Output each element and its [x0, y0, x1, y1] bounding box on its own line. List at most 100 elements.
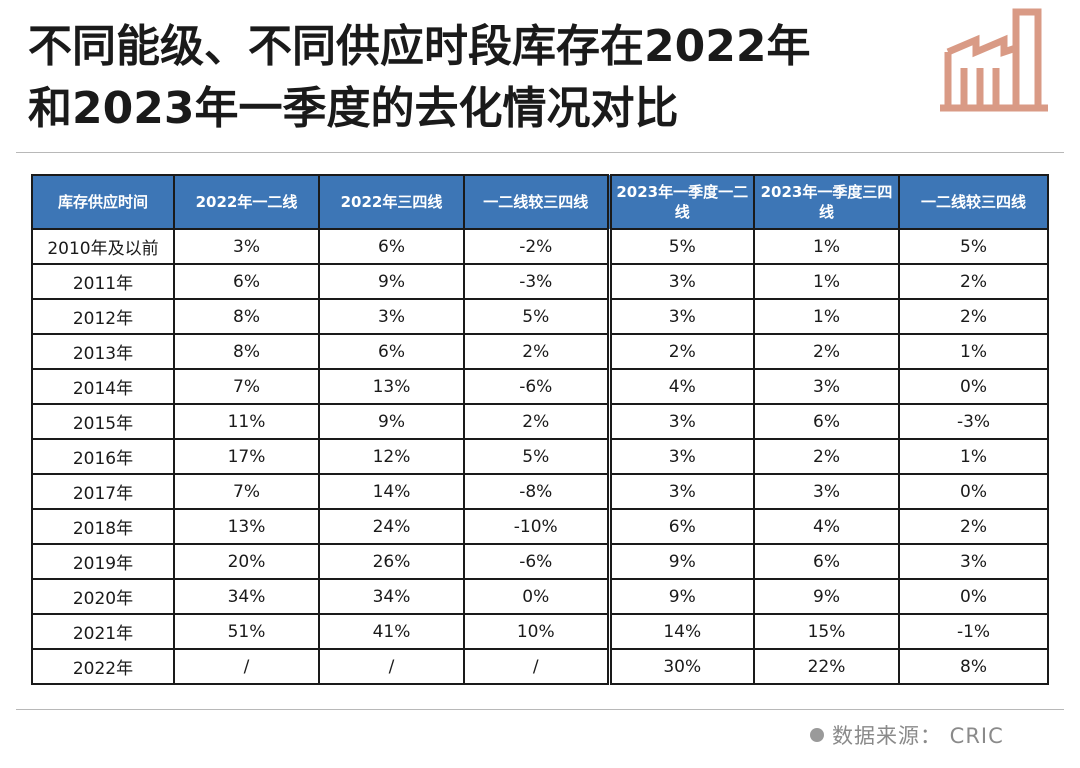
table-cell: /: [173, 648, 320, 685]
table-cell: 2%: [606, 333, 755, 370]
table-cell: 2%: [753, 333, 900, 370]
table-cell: 3%: [898, 543, 1049, 580]
table-cell: 7%: [173, 368, 320, 405]
table-cell: 6%: [173, 263, 320, 300]
table-cell: 3%: [753, 368, 900, 405]
table-cell: 2%: [898, 263, 1049, 300]
table-cell: -10%: [463, 508, 610, 545]
table-cell: 5%: [463, 438, 610, 475]
table-cell: 12%: [318, 438, 465, 475]
table-cell: 1%: [898, 333, 1049, 370]
row-label: 2020年: [31, 578, 175, 615]
bottom-divider: [16, 709, 1064, 710]
row-label: 2010年及以前: [31, 228, 175, 265]
table-cell: /: [318, 648, 465, 685]
table-row: 2019年 20% 26% -6% 9% 6% 3%: [31, 543, 1049, 580]
table-cell: 20%: [173, 543, 320, 580]
row-label: 2016年: [31, 438, 175, 475]
table-row: 2020年 34% 34% 0% 9% 9% 0%: [31, 578, 1049, 615]
table-row: 2022年 / //30% 22% 8%: [31, 648, 1049, 685]
row-label: 2017年: [31, 473, 175, 510]
table-cell: 3%: [753, 473, 900, 510]
table-cell: 3%: [606, 298, 755, 335]
table-cell: 2%: [463, 333, 610, 370]
table-cell: 0%: [898, 473, 1049, 510]
table-cell: 3%: [318, 298, 465, 335]
table-cell: 22%: [753, 648, 900, 685]
column-header: 2022年一二线: [173, 174, 320, 230]
data-source: 数据来源： CRIC: [810, 720, 1004, 750]
table-cell: 11%: [173, 403, 320, 440]
title-line-1: 不同能级、不同供应时段库存在2022年: [28, 21, 811, 72]
table-cell: 3%: [606, 403, 755, 440]
row-label: 2015年: [31, 403, 175, 440]
column-header: 2023年一季度一二线: [606, 174, 755, 230]
table-cell: 6%: [318, 228, 465, 265]
table-cell: 9%: [753, 578, 900, 615]
source-text: 数据来源： CRIC: [832, 724, 1004, 748]
table-row: 2018年 13% 24% -10% 6% 4% 2%: [31, 508, 1049, 545]
table-cell: 13%: [318, 368, 465, 405]
table-cell: -2%: [463, 228, 610, 265]
table-cell: 2%: [898, 298, 1049, 335]
table-cell: 6%: [606, 508, 755, 545]
column-header: 库存供应时间: [31, 174, 175, 230]
row-label: 2013年: [31, 333, 175, 370]
title-line-2: 和2023年一季度的去化情况对比: [28, 83, 679, 134]
table-cell: 2%: [753, 438, 900, 475]
row-label: 2019年: [31, 543, 175, 580]
table-cell: 26%: [318, 543, 465, 580]
row-label: 2022年: [31, 648, 175, 685]
table-cell: 8%: [173, 333, 320, 370]
table-cell: 24%: [318, 508, 465, 545]
table-cell: 1%: [753, 228, 900, 265]
table-cell: 5%: [606, 228, 755, 265]
table-cell: 2%: [898, 508, 1049, 545]
table-cell: 9%: [606, 543, 755, 580]
table-cell: 9%: [318, 263, 465, 300]
table-cell: 0%: [898, 578, 1049, 615]
table-cell: 6%: [753, 403, 900, 440]
table-cell: 6%: [753, 543, 900, 580]
table-cell: 2%: [463, 403, 610, 440]
table-row: 2015年 11% 9% 2% 3% 6% -3%: [31, 403, 1049, 440]
row-label: 2011年: [31, 263, 175, 300]
table-row: 2021年 51% 41% 10% 14% 15% -1%: [31, 613, 1049, 650]
factory-icon: [940, 8, 1048, 112]
table-cell: 9%: [318, 403, 465, 440]
table-row: 2017年 7% 14% -8% 3% 3% 0%: [31, 473, 1049, 510]
row-label: 2014年: [31, 368, 175, 405]
page-title: 不同能级、不同供应时段库存在2022年 和2023年一季度的去化情况对比: [28, 16, 810, 140]
top-divider: [16, 152, 1064, 153]
table-cell: /: [463, 648, 610, 685]
column-header: 2022年三四线: [318, 174, 465, 230]
table-cell: 3%: [606, 473, 755, 510]
table-cell: 34%: [173, 578, 320, 615]
table-cell: 14%: [318, 473, 465, 510]
table-cell: 5%: [898, 228, 1049, 265]
table-cell: 10%: [463, 613, 610, 650]
table-cell: -8%: [463, 473, 610, 510]
table-cell: 7%: [173, 473, 320, 510]
table-row: 2016年 17% 12% 5% 3% 2% 1%: [31, 438, 1049, 475]
row-label: 2018年: [31, 508, 175, 545]
table-cell: 13%: [173, 508, 320, 545]
table-cell: -1%: [898, 613, 1049, 650]
table-cell: -3%: [898, 403, 1049, 440]
table-cell: 17%: [173, 438, 320, 475]
table-cell: 1%: [753, 298, 900, 335]
table-cell: 30%: [606, 648, 755, 685]
table-header-row: 库存供应时间 2022年一二线 2022年三四线 一二线较三四线 2023年一季度一二线…: [31, 174, 1049, 230]
column-header: 一二线较三四线: [898, 174, 1049, 230]
table-row: 2012年 8% 3% 5% 3% 1% 2%: [31, 298, 1049, 335]
row-label: 2012年: [31, 298, 175, 335]
table-cell: 9%: [606, 578, 755, 615]
table-row: 2010年及以前 3% 6% -2% 5% 1% 5%: [31, 228, 1049, 265]
column-header: 2023年一季度三四线: [753, 174, 900, 230]
table-cell: 0%: [463, 578, 610, 615]
table-cell: 51%: [173, 613, 320, 650]
table-cell: 4%: [606, 368, 755, 405]
table-row: 2011年 6% 9% -3% 3% 1% 2%: [31, 263, 1049, 300]
table-cell: 6%: [318, 333, 465, 370]
column-header: 一二线较三四线: [463, 174, 610, 230]
